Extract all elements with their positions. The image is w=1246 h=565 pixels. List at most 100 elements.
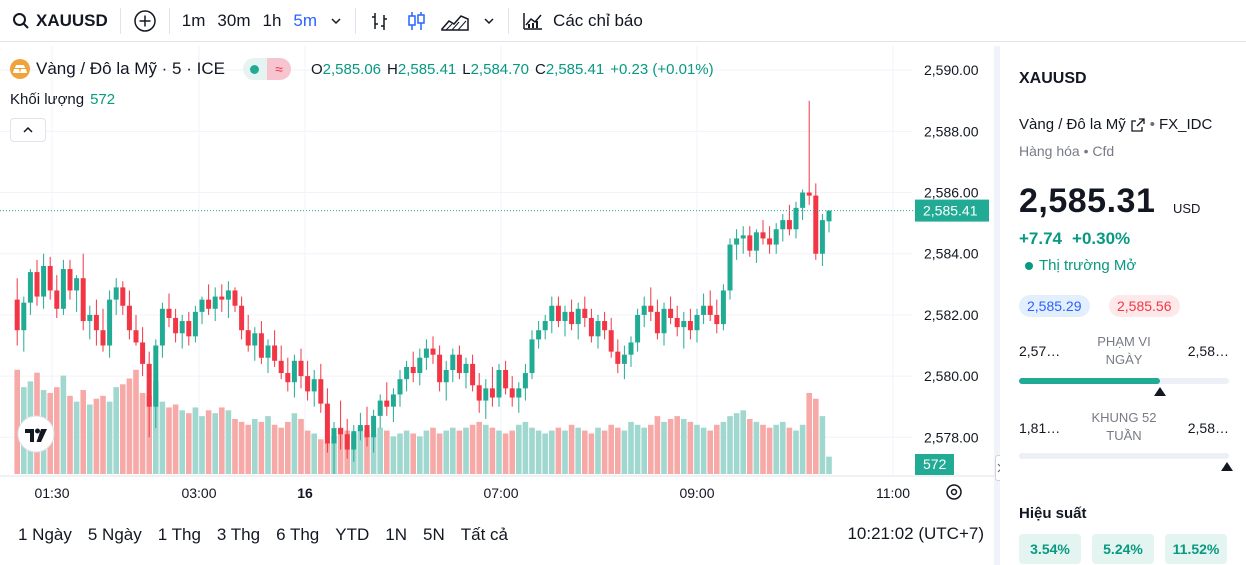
details-name[interactable]: Vàng / Đô la Mỹ: [1019, 116, 1126, 133]
time-tick-label: 01:30: [34, 485, 69, 501]
volume-bar: [588, 433, 595, 474]
volume-bar: [674, 416, 680, 474]
volume-bar: [582, 430, 588, 474]
performance-box[interactable]: 5.24%: [1092, 534, 1154, 564]
candle-body: [430, 348, 436, 355]
candle-body: [536, 330, 542, 340]
candle-body: [186, 321, 192, 337]
high-value: 2,585.41: [397, 60, 457, 78]
candle-body: [813, 195, 819, 254]
category-label: Hàng hóa: [1019, 143, 1080, 159]
time-tick-label: 11:00: [876, 485, 910, 501]
candle-body: [318, 379, 324, 404]
candlesticks: [0, 100, 920, 474]
candle-body: [734, 238, 740, 245]
candle-body: [140, 342, 146, 364]
interval-30m[interactable]: 30m: [217, 10, 251, 30]
candle-body: [694, 314, 700, 331]
volume-bar: [14, 369, 20, 474]
candle-body: [628, 342, 634, 355]
candle-body: [437, 354, 443, 383]
time-axis-settings-icon[interactable]: [946, 484, 962, 500]
candle-body: [21, 302, 27, 331]
area-chart-type-button[interactable]: [434, 5, 476, 37]
candle-body: [93, 314, 99, 331]
range-1-year[interactable]: 1N: [385, 525, 407, 544]
candle-body: [397, 379, 403, 395]
performance-title: Hiệu suất: [1019, 505, 1087, 522]
candle-body: [681, 321, 687, 328]
candle-body: [806, 192, 812, 196]
price-chart[interactable]: 2,590.00 2,588.00 2,586.00 2,584.00 2,582.00…: [0, 46, 994, 510]
range-ytd[interactable]: YTD: [335, 525, 370, 544]
price-change: +7.74 +0.30%: [1019, 229, 1130, 249]
candles-chart-type-button[interactable]: [398, 5, 434, 37]
volume-bar: [212, 413, 218, 474]
candle-body: [621, 354, 627, 364]
candle-body: [707, 305, 713, 315]
candle-body: [100, 330, 106, 346]
volume-bar: [73, 401, 80, 474]
range-all[interactable]: Tất cả: [460, 525, 508, 544]
gear-ring: [946, 484, 962, 500]
volume-bar: [133, 369, 139, 474]
low-value: 2,584.70: [470, 60, 529, 78]
candle-body: [54, 290, 60, 309]
volume-bar: [667, 419, 674, 474]
chart-type-dropdown-button[interactable]: [476, 5, 502, 37]
volume-bar: [694, 424, 700, 474]
candle-body: [602, 321, 608, 331]
candle-body: [153, 345, 159, 407]
market-status-pill[interactable]: ≈: [242, 58, 291, 80]
candle-body: [166, 308, 172, 318]
range-1-month[interactable]: 1 Thg: [157, 525, 201, 544]
range-5-days[interactable]: 5 Ngày: [87, 525, 142, 544]
volume-bar: [628, 421, 634, 474]
compare-button[interactable]: [127, 5, 163, 37]
candle-body: [516, 388, 522, 398]
panel-divider[interactable]: [994, 46, 1000, 565]
candle-body: [285, 373, 291, 383]
candle-body: [133, 330, 139, 343]
timezone-clock[interactable]: 10:21:02 (UTC+7): [847, 524, 984, 543]
performance-box[interactable]: 11.52%: [1165, 534, 1227, 564]
external-link-icon[interactable]: [1130, 117, 1146, 133]
bar-chart-type-button[interactable]: [362, 5, 398, 37]
volume-bar: [265, 416, 271, 474]
collapse-legend-button[interactable]: [10, 118, 46, 142]
interval-1m[interactable]: 1m: [181, 10, 206, 30]
range-6-months[interactable]: 6 Thg: [276, 525, 320, 544]
bars-icon: [372, 12, 388, 30]
legend-title[interactable]: Vàng / Đô la Mỹ · 5 · ICE: [36, 59, 225, 78]
range-3-months[interactable]: 3 Thg: [216, 525, 261, 544]
performance-box[interactable]: 3.54%: [1019, 534, 1081, 564]
range-5-years[interactable]: 5N: [423, 525, 445, 544]
candle-body: [41, 265, 47, 297]
price-tick-label: 2,578.00: [924, 429, 979, 445]
volume-bar: [780, 421, 786, 474]
close-value: 2,585.41: [545, 60, 605, 78]
market-status[interactable]: Thị trường Mở: [1025, 257, 1136, 274]
chevron-down-icon: [331, 17, 341, 24]
chevron-down-icon: [484, 17, 494, 24]
price-currency: USD: [1173, 201, 1201, 216]
candle-body: [542, 321, 548, 331]
symbol-search-button[interactable]: XAUUSD: [0, 5, 114, 37]
high-label: H: [387, 60, 398, 78]
volume-bar: [568, 424, 575, 474]
interval-5m[interactable]: 5m: [293, 10, 318, 30]
candle-body: [450, 354, 456, 370]
volume-value: 572: [90, 91, 116, 108]
volume-bar: [720, 421, 727, 474]
candle-body: [377, 400, 383, 416]
price-tick-label: 2,582.00: [924, 307, 979, 323]
chart-panel[interactable]: 2,590.00 2,588.00 2,586.00 2,584.00 2,582.00…: [0, 46, 994, 510]
candle-body: [588, 317, 594, 337]
candle-body: [417, 357, 423, 374]
day-range-row: 2,57… PHẠM VI NGÀY 2,58…: [1019, 334, 1229, 383]
volume-bar: [278, 427, 284, 474]
interval-1h[interactable]: 1h: [262, 10, 282, 30]
indicators-button[interactable]: Các chỉ báo: [515, 5, 649, 37]
range-1-day[interactable]: 1 Ngày: [18, 525, 72, 544]
interval-dropdown-button[interactable]: [323, 5, 349, 37]
